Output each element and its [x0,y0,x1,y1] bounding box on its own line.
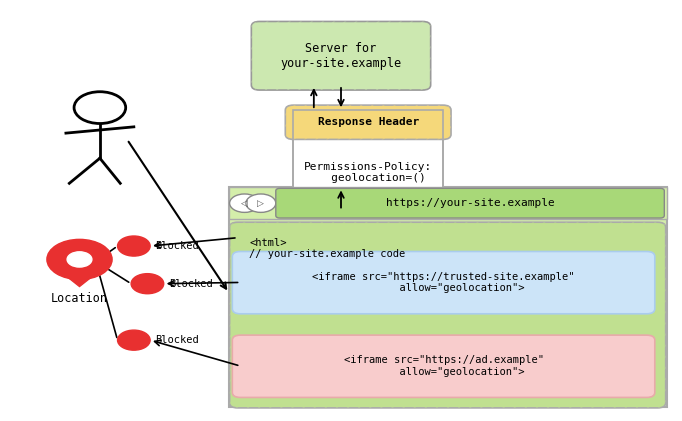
Text: <iframe src="https://trusted-site.example"
      allow="geolocation">: <iframe src="https://trusted-site.exampl… [312,272,575,293]
Text: Location: Location [51,292,108,304]
Text: ▷: ▷ [257,199,265,208]
FancyBboxPatch shape [230,222,666,408]
Bar [229,187,667,407]
Bar [229,187,667,219]
Circle shape [230,194,259,212]
Text: Permissions-Policy:
   geolocation=(): Permissions-Policy: geolocation=() [304,162,432,183]
FancyBboxPatch shape [276,188,664,218]
Circle shape [117,330,150,350]
Text: Blocked: Blocked [169,279,213,289]
FancyBboxPatch shape [285,105,451,139]
Text: Blocked: Blocked [155,335,199,345]
Text: https://your-site.example: https://your-site.example [386,198,554,208]
Text: Blocked: Blocked [155,241,199,251]
Circle shape [117,236,150,256]
Circle shape [47,240,112,280]
FancyBboxPatch shape [233,335,655,397]
FancyBboxPatch shape [252,21,430,90]
Text: Server for
your-site.example: Server for your-site.example [280,42,402,70]
Text: <html>
// your-site.example code: <html> // your-site.example code [250,238,406,259]
Circle shape [131,274,164,294]
FancyBboxPatch shape [233,251,655,314]
Circle shape [246,194,276,212]
Text: ◁: ◁ [241,199,248,208]
Bar [293,110,443,210]
Text: <iframe src="https://ad.example"
      allow="geolocation">: <iframe src="https://ad.example" allow="… [344,355,544,377]
Circle shape [67,252,92,267]
Text: Response Header: Response Header [318,117,419,127]
Bar [293,134,443,210]
Polygon shape [57,269,102,287]
